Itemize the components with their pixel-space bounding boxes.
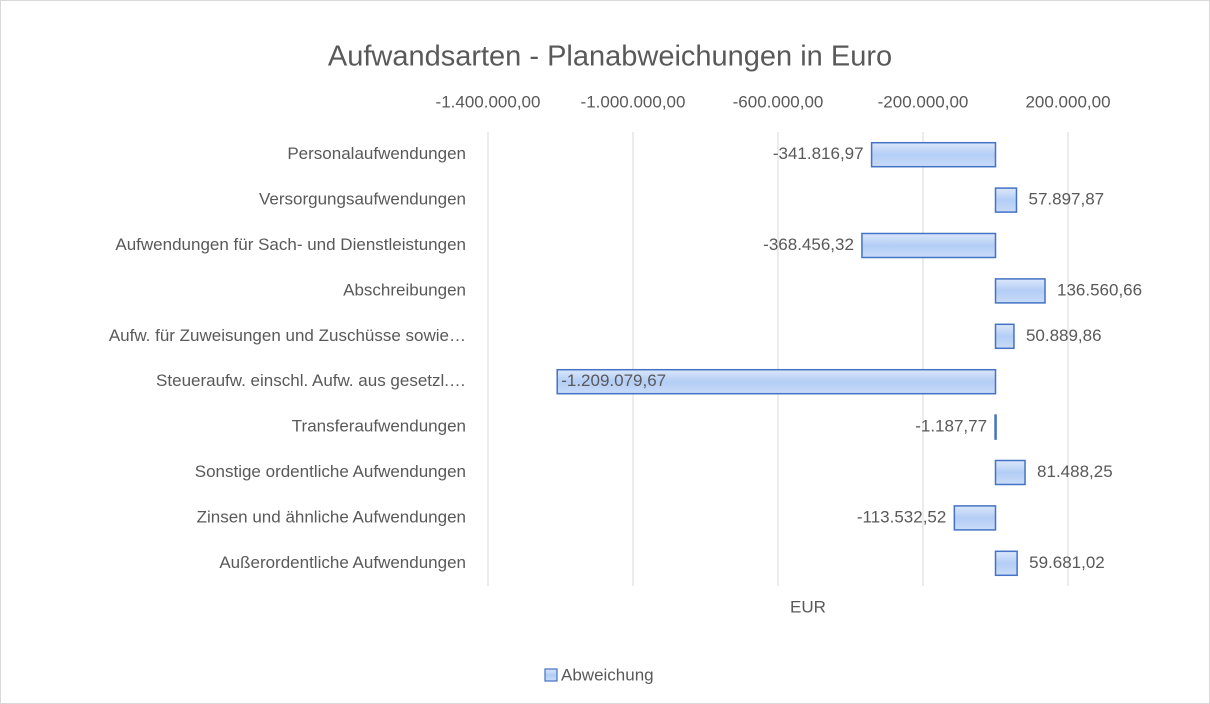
y-tick-label: Aufw. für Zuweisungen und Zuschüsse sowi… — [109, 326, 466, 345]
bar — [861, 232, 997, 259]
legend-label: Abweichung — [561, 665, 654, 684]
data-label: 59.681,02 — [1029, 553, 1105, 572]
x-tick-label: -1.400.000,00 — [436, 92, 541, 111]
bar — [994, 550, 1018, 577]
data-label: -113.532,52 — [857, 507, 946, 526]
data-label: -341.816,97 — [773, 144, 864, 163]
data-label: 136.560,66 — [1057, 280, 1142, 299]
bar — [994, 459, 1026, 486]
x-tick-label: -200.000,00 — [878, 92, 969, 111]
data-label: 57.897,87 — [1028, 190, 1104, 209]
x-tick-label: -1.000.000,00 — [581, 92, 686, 111]
chart-title: Aufwandsarten - Planabweichungen in Euro — [328, 41, 892, 73]
bar — [994, 414, 997, 440]
y-tick-label: Personalaufwendungen — [287, 144, 466, 163]
data-label: 81.488,25 — [1037, 462, 1113, 481]
data-label: -1.187,77 — [915, 417, 987, 436]
x-tick-label: -600.000,00 — [733, 92, 824, 111]
y-tick-label: Transferaufwendungen — [292, 417, 466, 436]
bar — [994, 187, 1018, 213]
bar — [953, 505, 997, 531]
y-tick-label: Außerordentliche Aufwendungen — [219, 553, 466, 572]
y-tick-label: Sonstige ordentliche Aufwendungen — [195, 462, 466, 481]
bar — [556, 368, 997, 395]
y-tick-label: Abschreibungen — [343, 280, 466, 299]
data-label: -368.456,32 — [763, 235, 854, 254]
bar — [994, 323, 1015, 350]
data-label: 50.889,86 — [1026, 326, 1102, 345]
bar — [870, 141, 997, 168]
bar — [994, 278, 1046, 304]
x-axis-label: EUR — [790, 597, 826, 616]
x-tick-label: 200.000,00 — [1025, 92, 1110, 111]
y-tick-label: Versorgungsaufwendungen — [259, 190, 466, 209]
y-tick-label: Zinsen und ähnliche Aufwendungen — [197, 507, 466, 526]
y-tick-label: Aufwendungen für Sach- und Dienstleistun… — [115, 235, 466, 254]
y-tick-label: Steueraufw. einschl. Aufw. aus gesetzl.… — [156, 371, 466, 390]
legend-swatch — [544, 668, 558, 682]
data-label: -1.209.079,67 — [561, 371, 666, 390]
